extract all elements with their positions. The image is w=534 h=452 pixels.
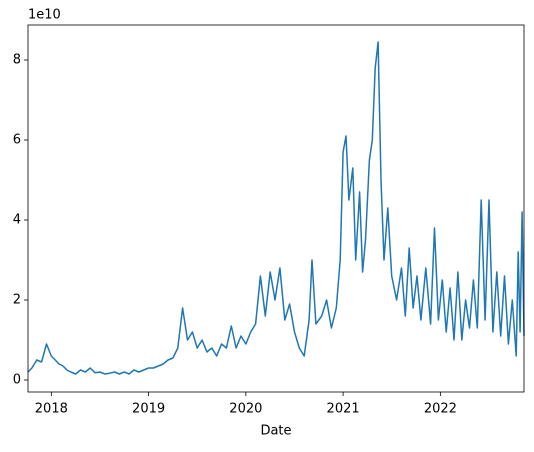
- x-axis-label: Date: [260, 424, 291, 439]
- x-tick-label: 2022: [424, 402, 457, 417]
- y-tick-label: 8: [13, 53, 21, 68]
- data-line: [27, 41, 525, 375]
- y-tick-label: 0: [13, 373, 21, 388]
- x-tick-label: 2018: [35, 402, 68, 417]
- x-tick-label: 2019: [132, 402, 165, 417]
- x-tick-label: 2020: [229, 402, 262, 417]
- y-tick-label: 6: [13, 133, 21, 148]
- y-offset-label: 1e10: [28, 8, 61, 23]
- y-tick-label: 4: [13, 213, 21, 228]
- x-tick-label: 2021: [327, 402, 360, 417]
- plot-frame: [27, 24, 525, 393]
- y-tick-label: 2: [13, 293, 21, 308]
